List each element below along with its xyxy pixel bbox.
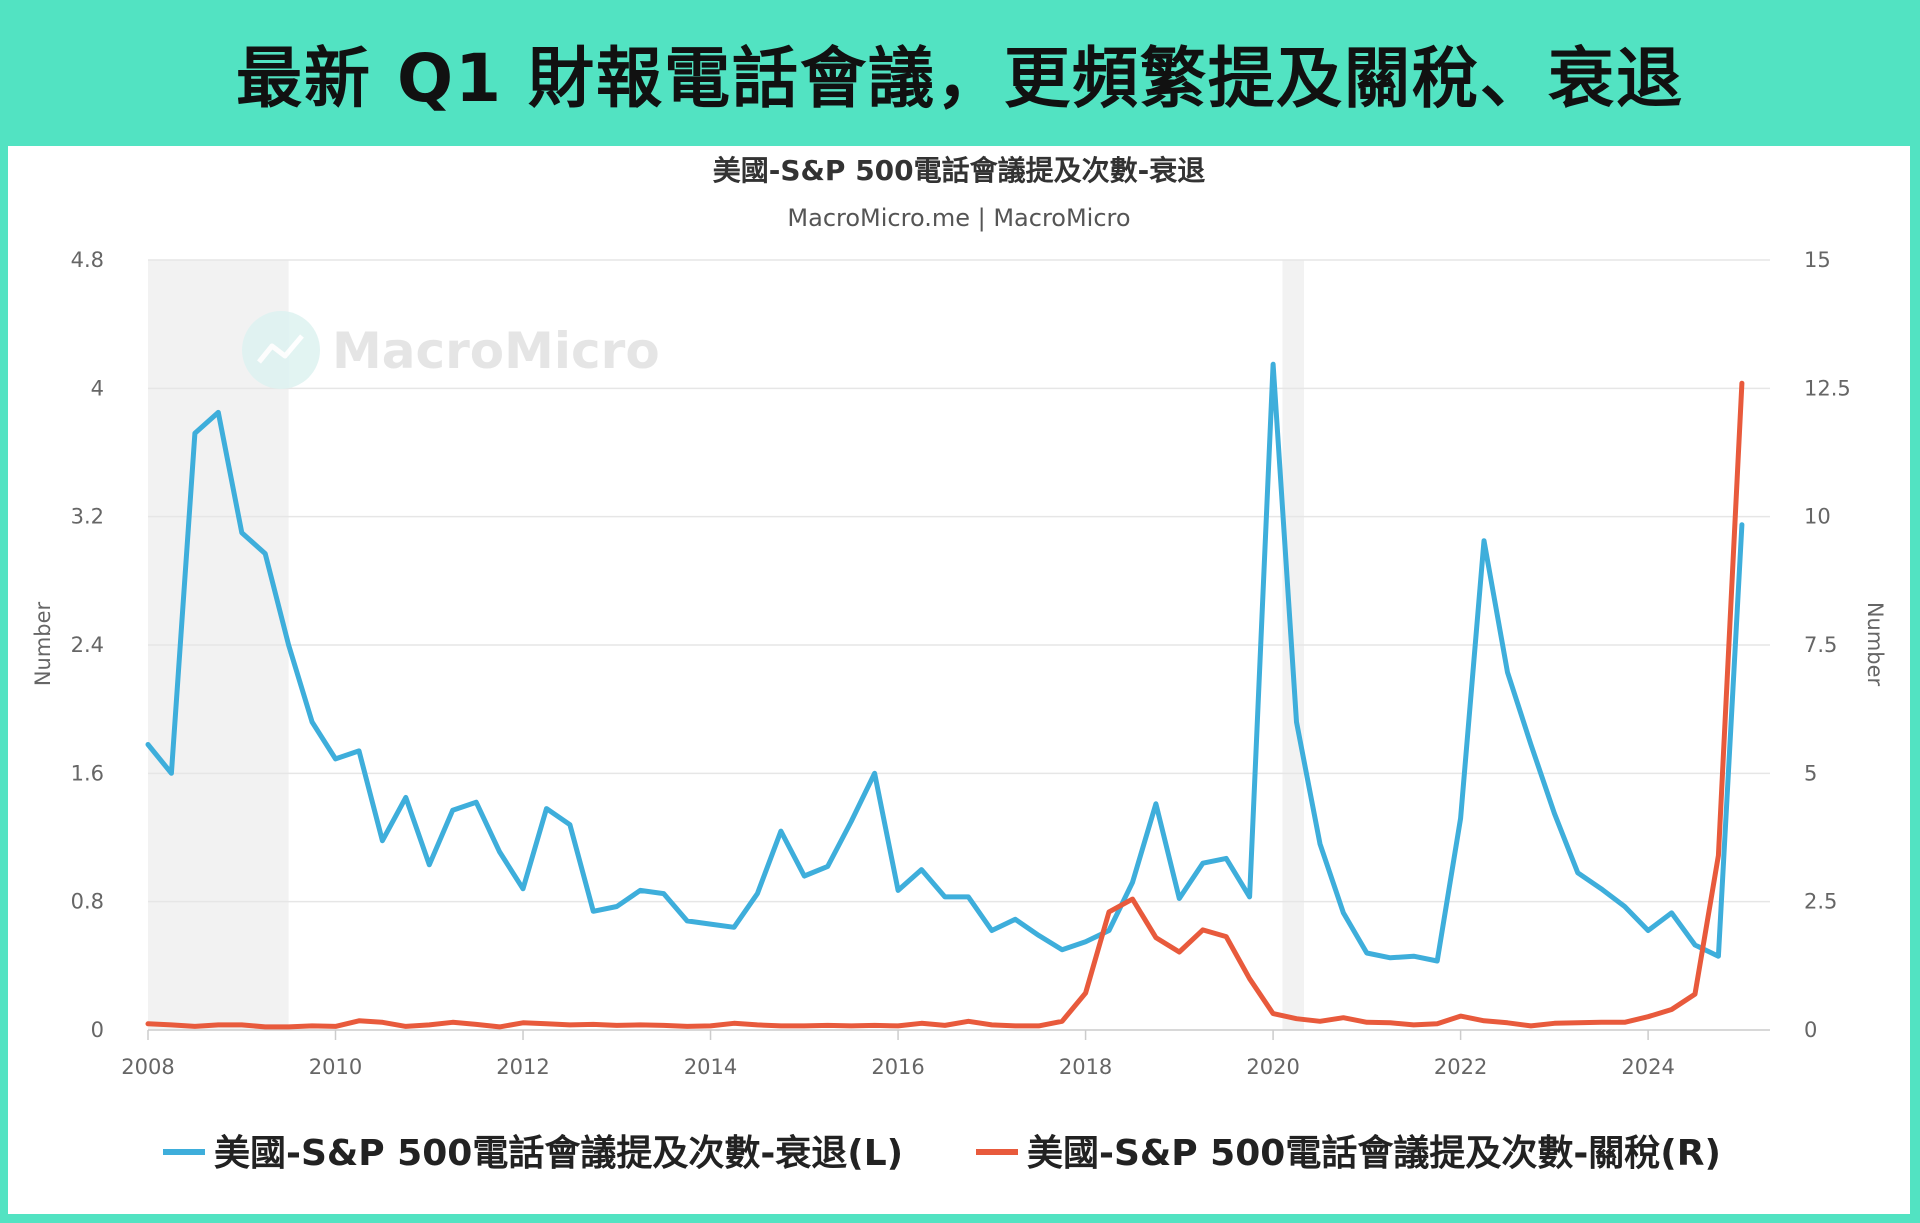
y-tick-right: 5: [1804, 761, 1817, 785]
legend: 美國-S&P 500電話會議提及次數-衰退(L) 美國-S&P 500電話會議提…: [163, 1133, 1721, 1174]
y-tick-left: 0: [91, 1018, 104, 1042]
line-chart: MacroMicro 美國-S&P 500電話會議提及次數-衰退 MacroMi…: [31, 154, 1887, 1174]
y-axis-right: 0 2.5 5 7.5 10 12.5 15: [1804, 248, 1851, 1042]
banner: 最新 Q1 財報電話會議，更頻繁提及關稅、衰退: [0, 0, 1920, 146]
y-tick-left: 1.6: [71, 761, 104, 785]
grid-lines: [148, 259, 1770, 1031]
page-title: 最新 Q1 財報電話會議，更頻繁提及關稅、衰退: [236, 40, 1684, 117]
chart-line-icon-stroke: [257, 334, 304, 364]
y-tick-right: 12.5: [1804, 376, 1851, 400]
y-tick-right: 7.5: [1804, 633, 1837, 657]
y-tick-left: 4.8: [71, 248, 104, 272]
series-line-tariff: [145, 380, 1745, 1030]
x-tick: 2024: [1621, 1055, 1674, 1079]
chart-panel: MacroMicro 美國-S&P 500電話會議提及次數-衰退 MacroMi…: [8, 146, 1910, 1214]
watermark: MacroMicro: [242, 311, 660, 389]
legend-item-recession[interactable]: 美國-S&P 500電話會議提及次數-衰退(L): [163, 1133, 903, 1174]
legend-label-tariff: 美國-S&P 500電話會議提及次數-關稅(R): [1027, 1133, 1721, 1174]
x-tick: 2010: [309, 1055, 362, 1079]
x-tick: 2018: [1059, 1055, 1112, 1079]
y-tick-left: 0.8: [71, 890, 104, 914]
y-axis-left-title: Number: [31, 601, 55, 686]
y-tick-left: 3.2: [71, 505, 104, 529]
y-axis-left: 0 0.8 1.6 2.4 3.2 4 4.8: [71, 248, 104, 1042]
x-axis: 2008 2010 2012 2014 2016 2018 2020 2022 2024: [121, 1030, 1675, 1079]
legend-item-tariff[interactable]: 美國-S&P 500電話會議提及次數-關稅(R): [976, 1133, 1721, 1174]
y-tick-right: 15: [1804, 248, 1831, 272]
y-tick-right: 10: [1804, 505, 1831, 529]
y-tick-right: 2.5: [1804, 890, 1837, 914]
y-tick-left: 4: [91, 376, 104, 400]
y-tick-left: 2.4: [71, 633, 104, 657]
chart-title: 美國-S&P 500電話會議提及次數-衰退: [713, 154, 1206, 187]
x-tick: 2012: [496, 1055, 549, 1079]
x-tick: 2008: [121, 1055, 174, 1079]
x-tick: 2020: [1246, 1055, 1299, 1079]
series-line-recession: [145, 361, 1745, 964]
x-tick: 2016: [871, 1055, 924, 1079]
y-axis-right-title: Number: [1863, 602, 1887, 687]
y-tick-right: 0: [1804, 1018, 1817, 1042]
x-tick: 2022: [1434, 1055, 1487, 1079]
watermark-text: MacroMicro: [332, 322, 660, 380]
legend-label-recession: 美國-S&P 500電話會議提及次數-衰退(L): [214, 1133, 903, 1174]
series-lines: [145, 361, 1745, 1030]
x-tick: 2014: [684, 1055, 737, 1079]
chart-subtitle: MacroMicro.me | MacroMicro: [787, 204, 1130, 232]
